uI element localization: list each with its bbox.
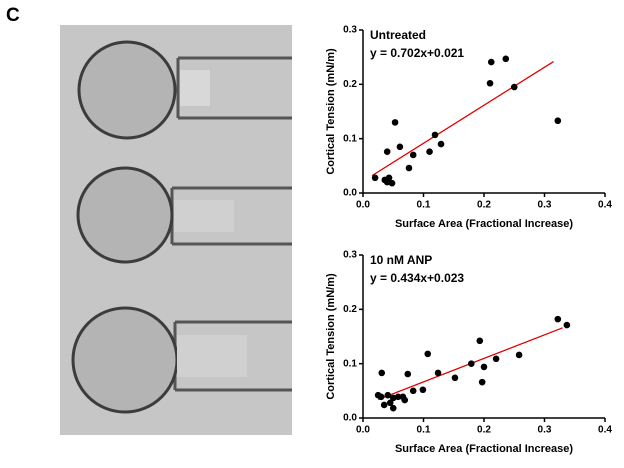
point [371, 174, 379, 182]
y-tick-label: 0.3 [343, 250, 357, 261]
point [554, 315, 562, 323]
point [502, 55, 510, 63]
x-tick-label: 0.4 [598, 425, 612, 436]
point [404, 370, 412, 378]
y-tick-label: 0.3 [343, 25, 357, 36]
point [451, 374, 459, 382]
y-tick-label: 0.1 [343, 133, 357, 144]
point [391, 119, 399, 126]
point [480, 363, 488, 371]
chart-title: 10 nM ANP [370, 253, 432, 267]
point [424, 350, 432, 358]
y-tick-label: 0.2 [343, 304, 357, 315]
y-tick-label: 0.2 [343, 79, 357, 90]
point [389, 404, 397, 412]
x-tick-label: 0.2 [477, 200, 491, 211]
equation: y = 0.702x+0.021 [370, 46, 464, 60]
x-tick-label: 0.1 [417, 425, 431, 436]
point [419, 386, 427, 394]
point [492, 355, 500, 363]
point [405, 164, 413, 172]
y-axis-label: Cortical Tension (mN/m) [325, 48, 337, 175]
point [378, 369, 386, 377]
x-tick-label: 0.0 [356, 200, 370, 211]
point [396, 143, 404, 151]
point [409, 151, 417, 159]
point [434, 369, 442, 377]
y-axis-label: Cortical Tension (mN/m) [325, 273, 337, 400]
x-axis-label: Surface Area (Fractional Increase) [395, 443, 573, 455]
point [384, 391, 392, 399]
point [409, 387, 417, 395]
x-tick-label: 0.3 [538, 200, 552, 211]
chart-title: Untreated [370, 28, 426, 42]
x-tick-label: 0.1 [417, 200, 431, 211]
point [388, 179, 396, 187]
y-tick-label: 0.0 [343, 188, 357, 199]
point [377, 393, 385, 401]
y-tick-label: 0.0 [343, 413, 357, 424]
point [467, 360, 475, 367]
x-tick-label: 0.0 [356, 425, 370, 436]
point [380, 401, 388, 409]
equation: y = 0.434x+0.023 [370, 271, 464, 285]
point [386, 399, 394, 407]
point [554, 117, 562, 125]
point [478, 378, 486, 386]
point [401, 396, 409, 404]
fit-line [371, 60, 554, 177]
y-tick-label: 0.1 [343, 358, 357, 369]
point [515, 351, 523, 359]
point [476, 337, 484, 345]
point [437, 140, 445, 148]
x-axis-label: Surface Area (Fractional Increase) [395, 218, 573, 230]
point [385, 174, 393, 182]
point [383, 148, 391, 156]
x-tick-label: 0.4 [598, 200, 612, 211]
point [486, 79, 494, 87]
point [426, 148, 433, 156]
point [510, 83, 518, 91]
micrographs [60, 25, 292, 435]
point [431, 131, 439, 139]
x-tick-label: 0.2 [477, 425, 491, 436]
panel-label: C [6, 5, 20, 26]
point [487, 58, 495, 66]
x-tick-label: 0.3 [538, 425, 552, 436]
point [394, 393, 402, 401]
point [563, 321, 571, 329]
